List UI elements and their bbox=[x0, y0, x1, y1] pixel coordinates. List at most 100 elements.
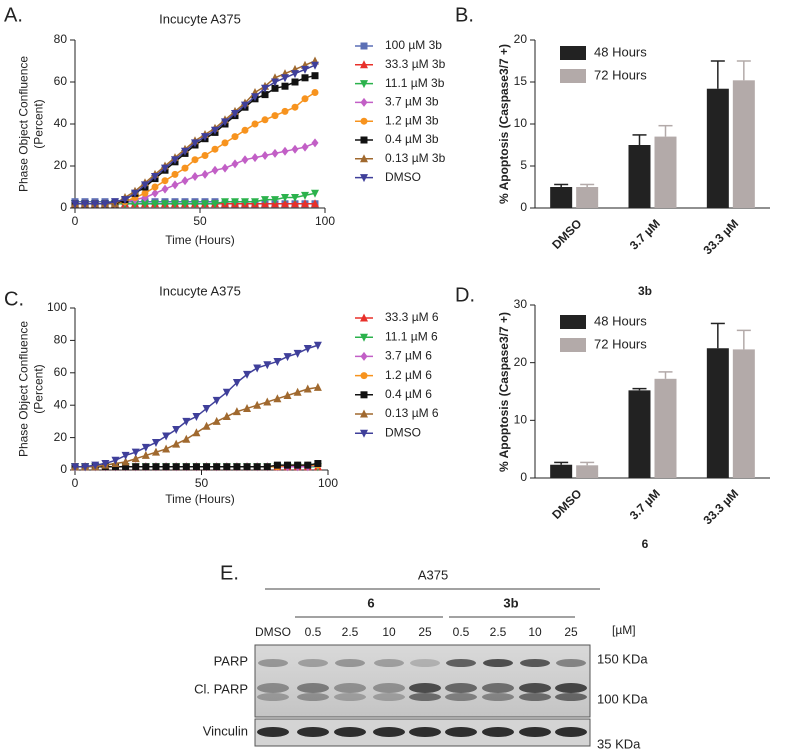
y-tick-label: 0 bbox=[60, 462, 67, 476]
data-point bbox=[231, 198, 239, 207]
data-point bbox=[232, 407, 241, 416]
data-point bbox=[291, 199, 299, 208]
legend-label: 33.3 µM 6 bbox=[385, 310, 439, 324]
data-point bbox=[171, 180, 179, 190]
data-point bbox=[101, 460, 110, 469]
bar bbox=[550, 464, 573, 478]
blot-band bbox=[410, 659, 440, 667]
data-point bbox=[311, 89, 319, 96]
data-point bbox=[251, 120, 259, 128]
data-point bbox=[141, 443, 150, 452]
data-point bbox=[181, 176, 189, 186]
data-point bbox=[191, 172, 199, 181]
data-point bbox=[211, 145, 219, 153]
y-axis-label: (Percent) bbox=[32, 99, 46, 148]
data-point bbox=[71, 463, 79, 472]
data-point bbox=[221, 198, 229, 207]
blot-band bbox=[445, 693, 477, 701]
y-tick-label: 10 bbox=[514, 413, 528, 427]
bar bbox=[576, 465, 599, 478]
x-tick-label: 3.7 µM bbox=[627, 486, 663, 522]
data-point bbox=[211, 200, 219, 209]
data-point bbox=[273, 461, 281, 469]
data-point bbox=[201, 133, 209, 142]
data-point bbox=[223, 463, 231, 471]
data-point bbox=[360, 97, 368, 107]
data-point bbox=[301, 142, 309, 152]
legend-label: 0.4 µM 3b bbox=[385, 132, 439, 146]
data-point bbox=[91, 200, 99, 209]
x-tick-label: 100 bbox=[315, 214, 335, 228]
data-point bbox=[141, 181, 149, 190]
data-point bbox=[253, 364, 262, 373]
data-point bbox=[162, 444, 171, 453]
data-point bbox=[122, 463, 130, 471]
y-tick-label: 0 bbox=[520, 470, 527, 484]
blot-band bbox=[482, 693, 514, 701]
data-point bbox=[360, 174, 368, 183]
blot-band bbox=[298, 659, 328, 667]
blot-band bbox=[482, 683, 514, 693]
data-point bbox=[263, 361, 272, 370]
legend-label: DMSO bbox=[385, 425, 421, 439]
data-point bbox=[291, 103, 299, 111]
data-point bbox=[151, 438, 160, 447]
blot-band bbox=[409, 683, 441, 693]
x-tick-label: 0 bbox=[72, 476, 79, 490]
data-point bbox=[231, 159, 239, 169]
data-point bbox=[162, 463, 170, 471]
blot-band bbox=[446, 659, 476, 667]
data-point bbox=[161, 200, 169, 209]
legend-label: 3.7 µM 3b bbox=[385, 95, 439, 109]
data-point bbox=[261, 196, 269, 205]
legend-label: 72 Hours bbox=[594, 67, 647, 82]
data-point bbox=[91, 461, 100, 470]
data-point bbox=[171, 170, 179, 178]
data-point bbox=[161, 164, 169, 173]
blot-band bbox=[409, 693, 441, 701]
series-line bbox=[75, 64, 316, 205]
data-point bbox=[241, 155, 249, 165]
data-point bbox=[101, 200, 109, 209]
data-point bbox=[271, 112, 279, 120]
data-point bbox=[284, 461, 292, 469]
data-point bbox=[314, 460, 322, 468]
band-label: PARP bbox=[214, 653, 248, 668]
series-line bbox=[75, 60, 316, 205]
data-point bbox=[360, 409, 368, 418]
data-point bbox=[202, 404, 211, 413]
data-point bbox=[213, 463, 221, 471]
data-point bbox=[273, 394, 282, 403]
x-tick-label: DMSO bbox=[549, 216, 584, 251]
data-point bbox=[81, 463, 90, 472]
bar bbox=[576, 187, 599, 208]
gel-panel bbox=[254, 644, 591, 718]
legend-swatch bbox=[560, 338, 586, 352]
legend-swatch bbox=[560, 69, 586, 83]
legend-label: 0.13 µM 3b bbox=[385, 151, 446, 165]
data-point bbox=[192, 463, 200, 471]
data-point bbox=[222, 412, 231, 421]
data-point bbox=[360, 60, 368, 69]
y-tick-label: 40 bbox=[54, 397, 68, 411]
data-point bbox=[131, 200, 139, 209]
data-point bbox=[360, 154, 368, 163]
blot-band bbox=[519, 693, 551, 701]
legend-label: 72 Hours bbox=[594, 336, 647, 351]
data-point bbox=[291, 144, 299, 154]
data-point bbox=[243, 463, 251, 471]
data-point bbox=[360, 391, 368, 399]
blot-band bbox=[555, 727, 587, 737]
data-point bbox=[203, 463, 211, 471]
lane-label: 2.5 bbox=[342, 625, 359, 639]
data-point bbox=[241, 198, 249, 207]
data-point bbox=[261, 84, 269, 93]
blot-band bbox=[483, 659, 513, 667]
legend-label: 33.3 µM 3b bbox=[385, 57, 446, 71]
size-marker: 150 KDa bbox=[597, 651, 648, 666]
lane-label: 25 bbox=[418, 625, 432, 639]
y-tick-label: 20 bbox=[54, 430, 68, 444]
data-point bbox=[313, 341, 322, 350]
size-marker: 100 KDa bbox=[597, 691, 648, 706]
data-point bbox=[261, 116, 269, 124]
